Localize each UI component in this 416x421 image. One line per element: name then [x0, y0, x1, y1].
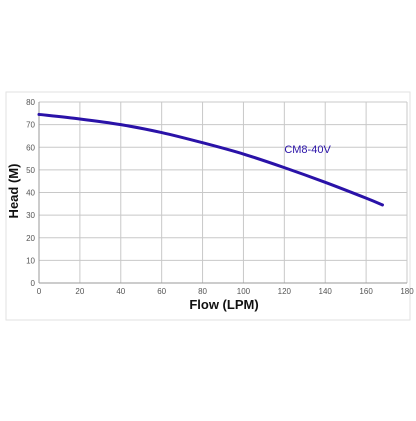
series-label: CM8-40V	[284, 144, 331, 156]
y-tick-label: 0	[31, 279, 36, 288]
x-tick-label: 40	[116, 287, 125, 296]
x-tick-label: 120	[278, 287, 292, 296]
series-line	[37, 112, 384, 207]
y-tick-label: 50	[26, 166, 35, 175]
y-axis-title: Head (M)	[6, 164, 21, 219]
axes	[38, 102, 407, 284]
y-tick-label: 40	[26, 189, 35, 198]
gridlines	[39, 101, 408, 283]
y-tick-label: 60	[26, 143, 35, 152]
series-lines: CM8-40V	[37, 112, 384, 207]
x-tick-label: 100	[237, 287, 251, 296]
y-tick-label: 30	[26, 211, 35, 220]
chart-frame	[5, 91, 411, 321]
tick-labels: 0 20 40 60 80 100 120 140 160 180 0 10 20 30 40 50 60 70 8…	[26, 98, 414, 296]
y-tick-label: 20	[26, 234, 35, 243]
x-tick-label: 80	[198, 287, 207, 296]
x-tick-label: 60	[157, 287, 166, 296]
x-tick-label: 0	[37, 287, 42, 296]
x-tick-label: 20	[75, 287, 84, 296]
y-tick-label: 70	[26, 121, 35, 130]
y-tick-label: 10	[26, 256, 35, 265]
y-tick-label: 80	[26, 98, 35, 107]
x-tick-label: 140	[319, 287, 333, 296]
x-axis-title: Flow (LPM)	[189, 297, 258, 312]
x-tick-label: 160	[359, 287, 373, 296]
x-tick-label: 180	[400, 287, 414, 296]
